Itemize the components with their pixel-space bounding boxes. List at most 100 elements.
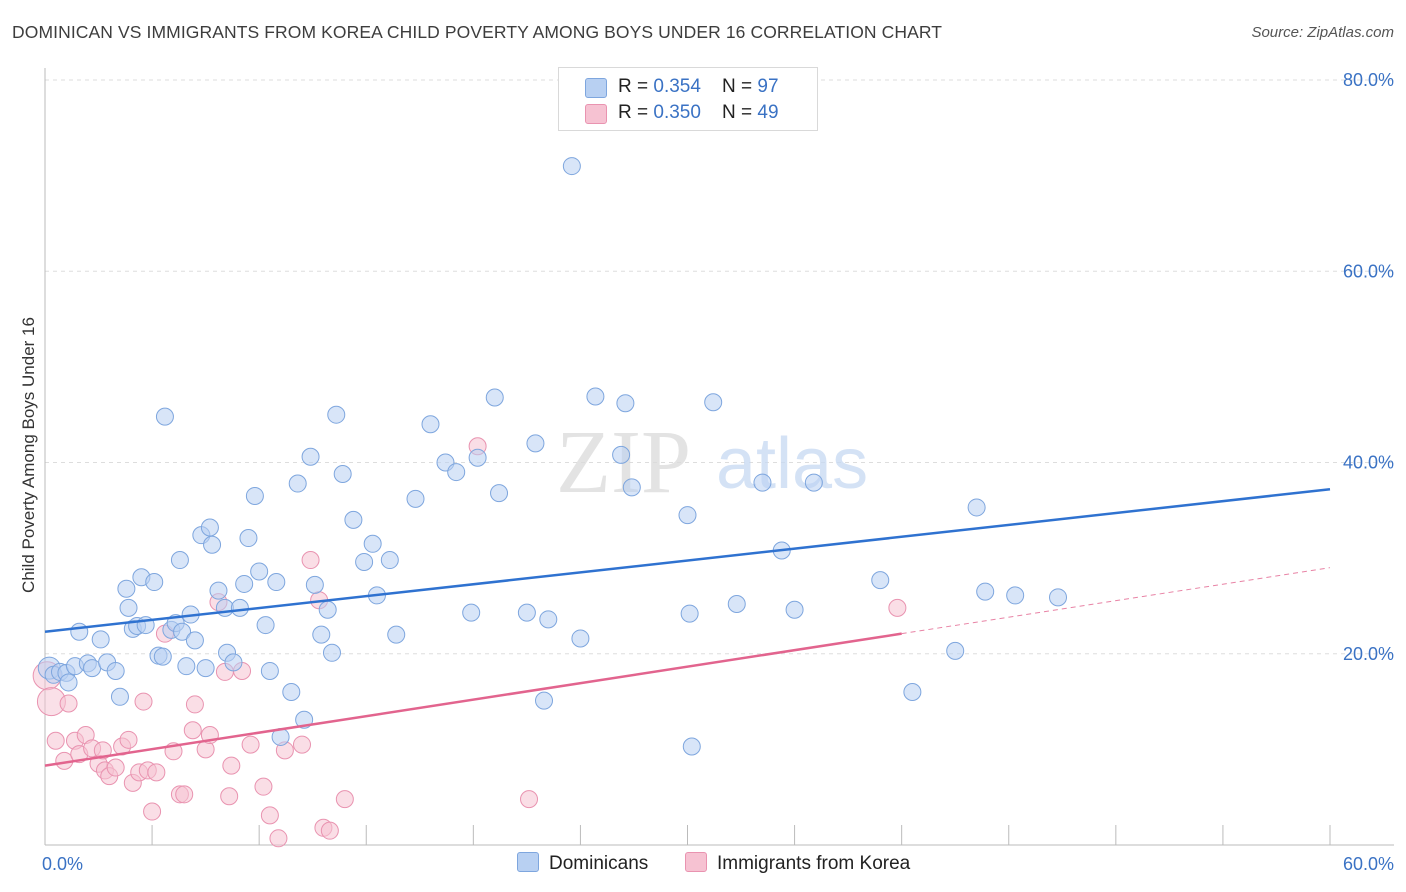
data-point-korea [301, 551, 320, 570]
data-point-dominicans [804, 473, 823, 492]
data-point-dominicans [288, 474, 307, 493]
legend-r-label: R = [618, 76, 654, 97]
data-point-korea [220, 787, 239, 806]
legend-swatch-blue [585, 78, 607, 98]
bottom-legend-label: Immigrants from Korea [717, 853, 911, 874]
bottom-legend-swatch-pink [685, 852, 707, 872]
data-point-dominicans [173, 622, 192, 641]
data-point-dominicans [380, 551, 399, 570]
data-point-dominicans [355, 552, 374, 571]
watermark-atlas: atlas [716, 424, 868, 504]
data-point-dominicans [318, 600, 337, 619]
data-point-dominicans [200, 518, 219, 537]
data-point-dominicans [903, 683, 922, 701]
data-point-korea [293, 735, 311, 754]
data-point-korea [241, 735, 260, 754]
data-point-dominicans [83, 659, 102, 678]
tick-labels: 20.0% 40.0% 60.0% 80.0% 0.0% 60.0% [42, 70, 1394, 874]
data-point-dominicans [224, 653, 243, 672]
data-point-korea [888, 598, 907, 617]
data-point-dominicans [245, 486, 264, 505]
data-point-dominicans [727, 595, 746, 614]
data-point-dominicans [333, 464, 352, 483]
bottom-legend-label: Dominicans [549, 853, 649, 874]
data-point-dominicans [110, 687, 129, 706]
data-point-korea [335, 790, 354, 809]
data-point-dominicans [117, 579, 136, 598]
data-point-dominicans [119, 598, 138, 617]
trend-line-korea [44, 632, 902, 767]
data-point-dominicans [327, 405, 346, 424]
data-point-dominicans [753, 473, 772, 492]
data-point-dominicans [571, 629, 590, 648]
data-point-dominicans [91, 630, 110, 649]
data-point-dominicans [267, 573, 286, 592]
data-point-dominicans [322, 643, 341, 662]
data-point-dominicans [678, 506, 697, 525]
data-point-dominicans [209, 581, 228, 600]
data-point-korea [143, 802, 162, 821]
chart-title: DOMINICAN VS IMMIGRANTS FROM KOREA CHILD… [12, 22, 943, 42]
source-label: Source: ZipAtlas.com [1251, 24, 1394, 41]
trend-lines [44, 488, 1331, 767]
data-point-dominicans [871, 571, 890, 590]
data-point-dominicans [153, 647, 172, 666]
data-point-dominicans [462, 603, 481, 622]
data-point-dominicans [185, 631, 204, 650]
data-point-dominicans [230, 598, 249, 617]
data-point-korea [134, 692, 153, 711]
series-dominicans-points [37, 157, 1068, 756]
data-point-korea [183, 721, 202, 740]
data-point-dominicans [967, 498, 986, 517]
data-point-dominicans [59, 673, 78, 692]
data-point-dominicans [622, 478, 641, 497]
data-point-dominicans [704, 393, 723, 412]
data-point-dominicans [517, 603, 536, 622]
y-tick-label: 80.0% [1343, 70, 1394, 90]
data-point-dominicans [344, 510, 363, 529]
legend-n-value: 97 [757, 76, 779, 97]
gridlines [45, 79, 1394, 655]
data-point-dominicans [170, 551, 189, 570]
data-point-korea [269, 829, 288, 848]
data-point-dominicans [235, 574, 254, 593]
data-point-dominicans [282, 683, 301, 701]
data-point-dominicans [682, 737, 701, 756]
x-tick-label: 60.0% [1343, 854, 1394, 874]
data-point-dominicans [526, 434, 545, 453]
data-point-dominicans [680, 604, 699, 623]
data-point-dominicans [203, 535, 222, 554]
data-point-dominicans [1049, 588, 1068, 607]
data-point-dominicans [301, 447, 320, 466]
data-point-dominicans [177, 657, 196, 676]
data-point-dominicans [312, 625, 331, 644]
data-point-korea [185, 695, 204, 714]
data-point-korea [93, 741, 112, 760]
data-point-dominicans [447, 463, 466, 482]
data-point-korea [254, 777, 273, 796]
bottom-legend-swatch-blue [517, 852, 539, 872]
data-point-dominicans [145, 573, 164, 592]
data-point-dominicans [106, 661, 125, 680]
legend-r-value: 0.354 [653, 76, 701, 97]
data-point-dominicans [239, 529, 258, 548]
data-point-korea [119, 730, 138, 749]
y-tick-label: 20.0% [1343, 644, 1394, 664]
data-point-korea [147, 763, 166, 782]
legend-r-label: R = [618, 102, 654, 123]
data-point-korea [106, 758, 125, 777]
data-point-dominicans [485, 388, 504, 407]
data-point-dominicans [946, 641, 965, 660]
data-point-dominicans [539, 610, 558, 629]
data-point-dominicans [305, 575, 324, 594]
legend-n-label: N = [722, 102, 758, 123]
data-point-dominicans [363, 534, 382, 553]
bottom-legend-korea: Immigrants from Korea [685, 852, 910, 875]
trend-line-korea-extension [901, 567, 1331, 635]
data-point-dominicans [196, 659, 215, 678]
legend-r-value: 0.350 [653, 102, 701, 123]
data-point-dominicans [612, 445, 631, 464]
data-point-dominicans [976, 582, 995, 601]
data-point-dominicans [406, 489, 425, 508]
